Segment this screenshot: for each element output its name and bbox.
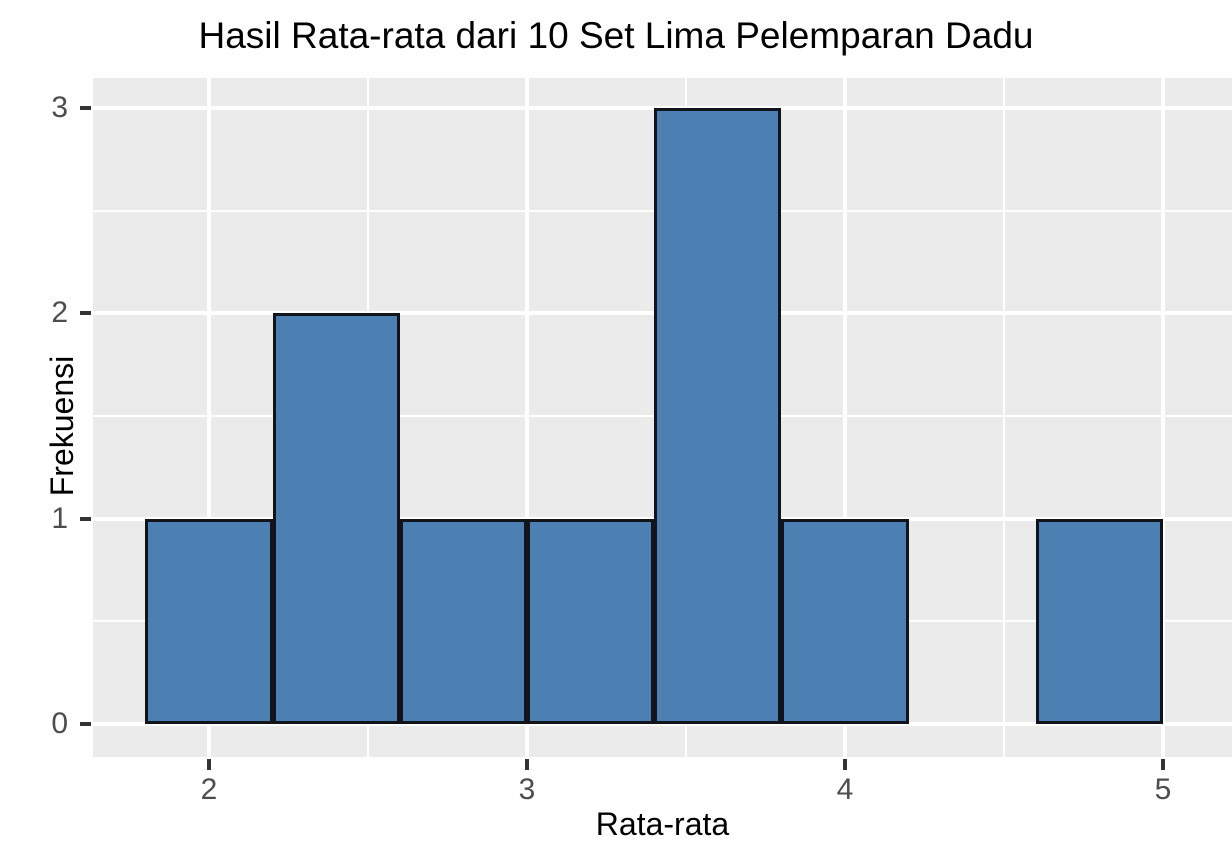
y-tick-label: 1 [51,501,68,535]
chart-title: Hasil Rata-rata dari 10 Set Lima Pelempa… [198,15,1034,56]
gridline-horizontal-major [93,722,1232,726]
histogram-bar [399,518,527,724]
gridline-vertical-minor [1003,78,1005,757]
gridline-vertical-major [843,78,847,757]
y-tick-label: 3 [51,91,68,124]
histogram-bar [1035,518,1163,724]
x-tick-label: 5 [1154,773,1172,806]
gridline-vertical-major [1161,78,1165,757]
histogram-bar [781,518,909,724]
y-axis-title: Frekuensi [44,355,80,497]
x-tick-mark [1161,759,1165,770]
plot-panel [93,78,1232,757]
y-tick-label: 2 [51,296,68,330]
histogram-bar [272,313,400,724]
y-tick-mark [80,722,91,726]
histogram-bar [527,518,655,724]
x-tick-mark [207,759,211,770]
x-tick-label: 2 [200,773,218,806]
histogram-bar [654,108,782,724]
histogram-bar [145,518,273,724]
x-tick-label: 4 [836,773,854,806]
gridline-vertical-major [525,78,529,757]
y-tick-mark [80,311,91,316]
x-tick-mark [843,759,847,770]
x-tick-mark [525,759,529,770]
y-tick-label: 0 [51,707,68,740]
x-tick-label: 3 [518,773,536,806]
y-tick-mark [80,106,91,110]
y-tick-mark [80,516,91,521]
x-axis-title: Rata-rata [595,806,730,842]
gridline-vertical-major [207,78,211,757]
